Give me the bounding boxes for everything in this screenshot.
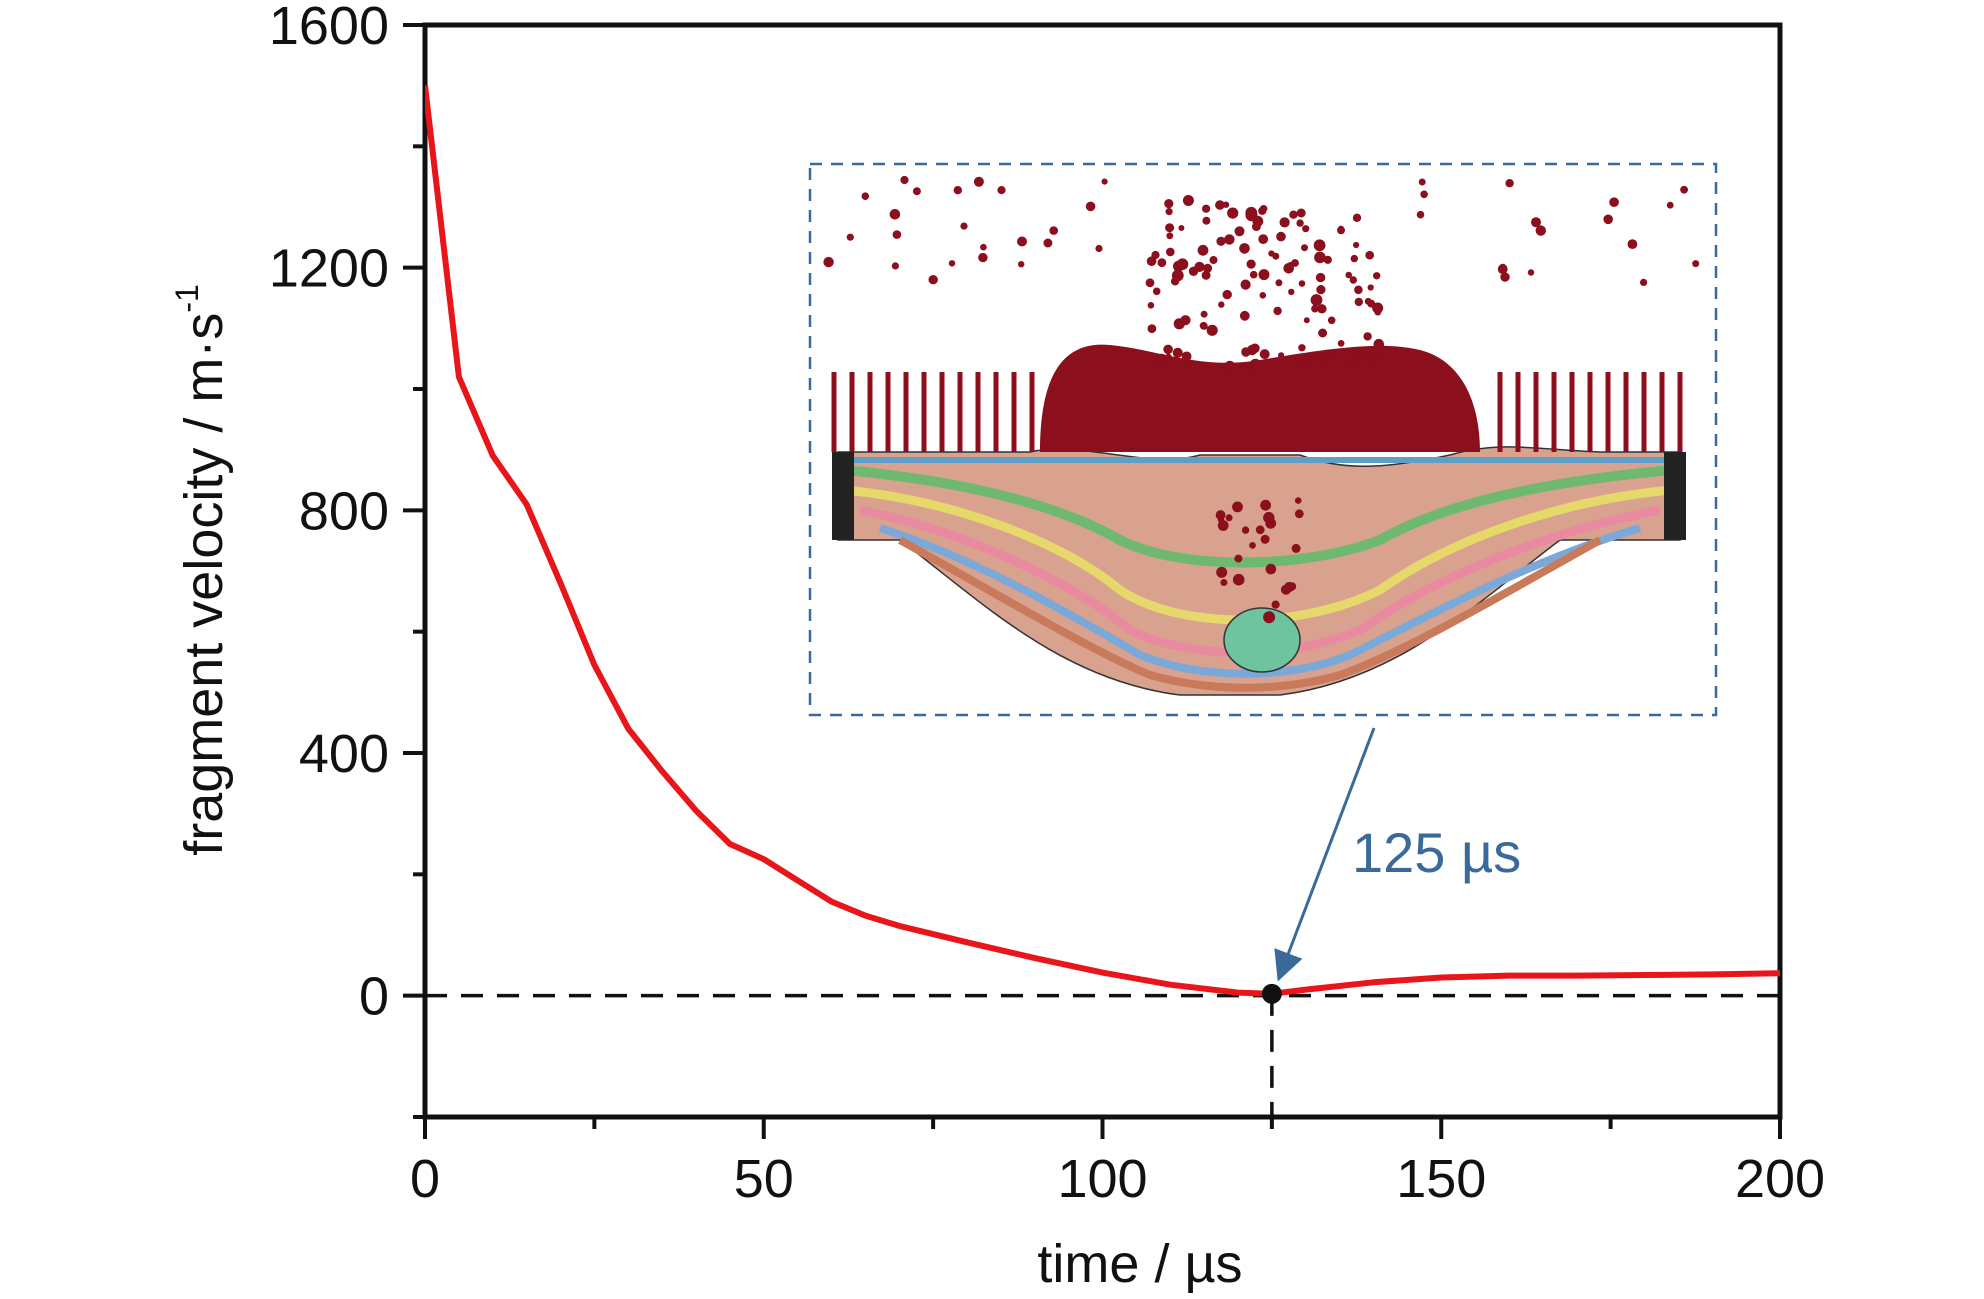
y-axis-title-main: fragment velocity / m·s — [174, 313, 234, 856]
y-axis-ticks: 0 400 800 1200 1600 — [269, 0, 425, 1119]
x-axis-title: time / µs — [1037, 1234, 1242, 1294]
y-tick-label: 1600 — [269, 0, 389, 56]
simulation-inset — [808, 162, 1718, 717]
x-tick-label: 200 — [1735, 1149, 1825, 1209]
deformed-plate-picture — [823, 175, 1700, 696]
minimum-point-marker — [1261, 983, 1282, 1004]
y-axis-title-superscript: -1 — [169, 284, 205, 312]
velocity-series-line — [425, 85, 1780, 997]
x-tick-label: 100 — [1057, 1149, 1147, 1209]
x-tick-label: 150 — [1396, 1149, 1486, 1209]
y-tick-label: 0 — [359, 967, 389, 1027]
y-tick-label: 800 — [299, 481, 389, 541]
y-tick-label: 400 — [299, 724, 389, 784]
y-tick-label: 1200 — [269, 239, 389, 299]
annotation-label: 125 µs — [1352, 821, 1521, 884]
x-axis-ticks: 0 50 100 150 200 — [410, 1117, 1825, 1209]
annotation-arrow — [1274, 727, 1376, 982]
x-tick-label: 0 — [410, 1149, 440, 1209]
y-axis-title: fragment velocity / m·s-1 — [169, 284, 234, 856]
x-tick-label: 50 — [734, 1149, 794, 1209]
inset-frame — [808, 162, 1718, 717]
